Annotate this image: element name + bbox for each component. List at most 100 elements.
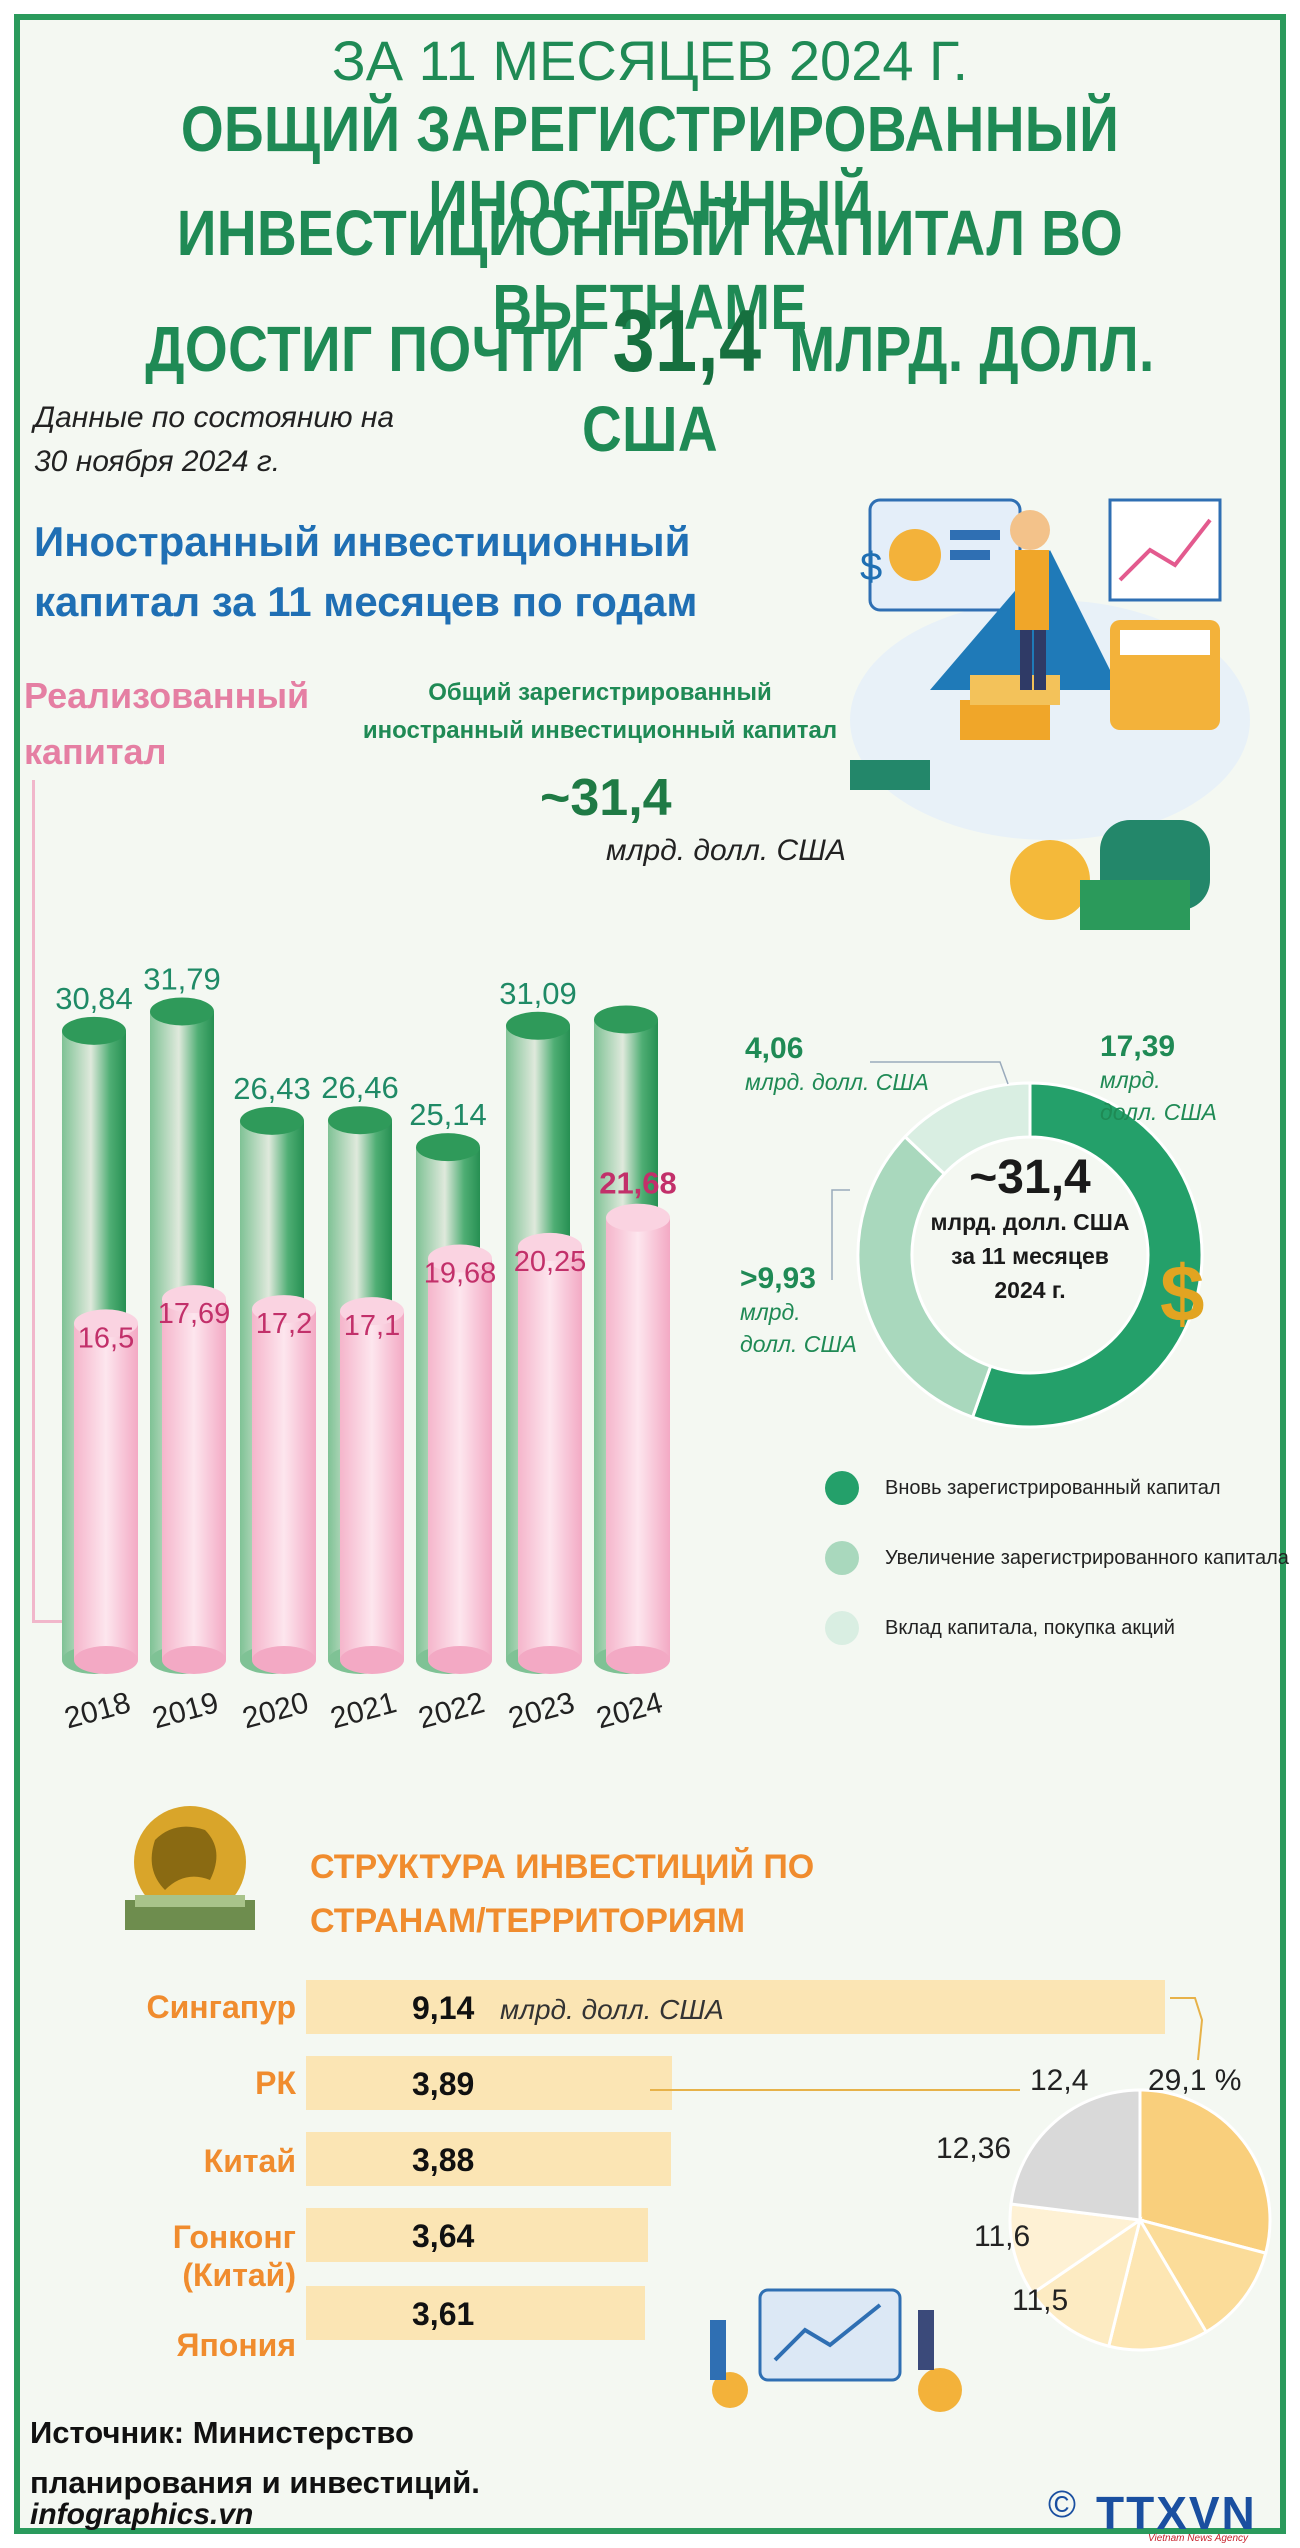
legend-item-new: Вновь зарегистрированный капитал bbox=[825, 1470, 1289, 1506]
donut-center: ~31,4 млрд. долл. США за 11 месяцев 2024… bbox=[905, 1150, 1155, 1307]
country-hongkong-line2: (Китай) bbox=[182, 2257, 296, 2293]
country-value-0: 9,14 bbox=[412, 1990, 475, 2026]
country-value-1: 3,89 bbox=[412, 2066, 475, 2102]
country-bar-3 bbox=[306, 2208, 649, 2262]
capital-structure-donut bbox=[856, 1081, 1204, 1429]
donut-slice-2 bbox=[902, 1081, 1032, 1177]
donut-center-unit: млрд. долл. США bbox=[930, 1209, 1130, 1235]
bar-realized-2021 bbox=[340, 1297, 404, 1674]
dollar-icon: $ bbox=[1160, 1249, 1205, 1338]
legend-label-new: Вновь зарегистрированный капитал bbox=[885, 1476, 1221, 1499]
header-title-line1: ОБЩИЙ ЗАРЕГИСТРИРОВАННЫЙ ИНОСТРАННЫЙ bbox=[180, 93, 1120, 239]
legend-dot-new bbox=[825, 1471, 859, 1505]
donut-legend: Вновь зарегистрированный капитал Увеличе… bbox=[825, 1470, 1289, 1646]
donut-unit-new-line1: млрд. bbox=[1100, 1067, 1161, 1093]
source-line1: Источник: Министерство bbox=[30, 2415, 414, 2450]
pie-label-12-4: 12,4 bbox=[1030, 2064, 1089, 2097]
legend-item-increase: Увеличение зарегистрированного капитала bbox=[825, 1540, 1289, 1576]
section1-title-line2: капитал за 11 месяцев по годам bbox=[34, 578, 698, 625]
header-title-line3-c: МЛРД. ДОЛЛ. США bbox=[581, 313, 1155, 465]
section2-title-line2: СТРАНАМ/ТЕРРИТОРИЯМ bbox=[310, 1902, 746, 1940]
pie-slice-3 bbox=[1030, 2216, 1143, 2349]
donut-leader-lines bbox=[831, 1061, 1009, 1280]
donut-slice-1 bbox=[856, 1134, 993, 1420]
donut-unit-new-line2: долл. США bbox=[1100, 1099, 1217, 1125]
donut-label-4-06: 4,06 млрд. долл. США bbox=[745, 1032, 929, 1098]
donut-center-period-line1: за 11 месяцев bbox=[951, 1243, 1109, 1269]
svg-text:$: $ bbox=[860, 545, 882, 589]
year-2020: 2020 bbox=[239, 1686, 312, 1735]
header-title-line3: ДОСТИГ ПОЧТИ 31,4 МЛРД. ДОЛЛ. США bbox=[91, 290, 1209, 466]
country-bar-1 bbox=[306, 2056, 672, 2110]
section1-title-line1: Иностранный инвестиционный bbox=[34, 518, 691, 565]
bar-realized-2023 bbox=[518, 1232, 582, 1674]
country-china: Китай bbox=[203, 2143, 296, 2179]
label-total-2018: 30,84 bbox=[55, 981, 133, 1016]
label-total-2020: 26,43 bbox=[233, 1071, 311, 1106]
total-2024-value: ~31,4 bbox=[540, 769, 672, 827]
total-capital-label: Общий зарегистрированный иностранный инв… bbox=[315, 674, 885, 750]
realized-label-line1: Реализованный bbox=[24, 675, 310, 716]
realized-bracket-line bbox=[32, 780, 35, 1620]
data-date-note: Данные по состоянию на 30 ноября 2024 г. bbox=[34, 396, 394, 484]
realized-capital-label: Реализованный капитал bbox=[24, 668, 309, 780]
bar-realized-2022 bbox=[428, 1244, 492, 1674]
country-value-4: 3,61 bbox=[412, 2296, 475, 2332]
pie-label-11-6: 11,6 bbox=[974, 2220, 1031, 2253]
total-label-line2: иностранный инвестиционный капитал bbox=[362, 717, 838, 744]
pie-label-11-5: 11,5 bbox=[1012, 2284, 1069, 2317]
country-singapore: Сингапур bbox=[146, 1989, 296, 2025]
pie-slice-0 bbox=[1138, 2088, 1272, 2255]
bar-realized-2019 bbox=[162, 1285, 226, 1674]
label-realized-2020: 17,2 bbox=[256, 1308, 312, 1340]
header-title-line2: ИНВЕСТИЦИОННЫЙ КАПИТАЛ ВО ВЬЕТНАМЕ bbox=[176, 197, 1124, 343]
bar-realized-2024 bbox=[606, 1203, 670, 1674]
header-title-line3-a: ДОСТИГ ПОЧТИ bbox=[145, 313, 585, 385]
country-hongkong: Гонконг (Китай) bbox=[36, 2218, 296, 2294]
country-hongkong-line1: Гонконг bbox=[172, 2219, 296, 2255]
legend-item-contribution: Вклад капитала, покупка акций bbox=[825, 1610, 1289, 1646]
investment-illustration: $ bbox=[850, 498, 1250, 930]
label-realized-2021: 17,1 bbox=[344, 1310, 400, 1342]
donut-value-contribution: 4,06 bbox=[745, 1032, 804, 1065]
section2-title-line1: СТРУКТУРА ИНВЕСТИЦИЙ ПО bbox=[310, 1848, 815, 1886]
legend-label-increase: Увеличение зарегистрированного капитала bbox=[885, 1546, 1289, 1569]
section1-title: Иностранный инвестиционный капитал за 11… bbox=[34, 512, 698, 632]
donut-value-increase: >9,93 bbox=[740, 1262, 816, 1295]
globe-money-icon bbox=[125, 1806, 255, 1930]
legend-dot-contribution bbox=[825, 1611, 859, 1645]
legend-label-contribution: Вклад капитала, покупка акций bbox=[885, 1616, 1175, 1639]
country-korea: РК bbox=[255, 2065, 296, 2101]
finance-illustration bbox=[710, 2288, 962, 2412]
pie-label-29-1: 29,1 % bbox=[1148, 2064, 1242, 2097]
pie-slice-5 bbox=[1009, 2088, 1142, 2222]
header-subtitle: ЗА 11 МЕСЯЦЕВ 2024 Г. bbox=[331, 29, 969, 92]
label-total-2021: 26,46 bbox=[321, 1070, 399, 1105]
country-value-3: 3,64 bbox=[412, 2218, 475, 2254]
copyright-icon: © bbox=[1048, 2484, 1076, 2526]
pie-slice-4 bbox=[1008, 2202, 1145, 2296]
donut-slice-0 bbox=[970, 1081, 1204, 1429]
ttxvn-logo: TTXVN bbox=[1096, 2487, 1257, 2539]
label-realized-2023: 20,25 bbox=[514, 1246, 587, 1278]
label-total-2019: 31,79 bbox=[143, 961, 221, 996]
country-bar-0 bbox=[306, 1980, 1166, 2034]
pie-slice-1 bbox=[1136, 2217, 1268, 2334]
realized-bracket-foot bbox=[32, 1620, 78, 1623]
donut-value-new: 17,39 bbox=[1100, 1030, 1176, 1063]
donut-unit-increase-line2: долл. США bbox=[740, 1331, 857, 1357]
donut-unit-increase-line1: млрд. bbox=[740, 1299, 801, 1325]
country-japan: Япония bbox=[176, 2327, 296, 2363]
legend-dot-increase bbox=[825, 1541, 859, 1575]
year-2021: 2021 bbox=[327, 1686, 400, 1735]
footer-website: infographics.vn bbox=[30, 2498, 254, 2531]
year-2018: 2018 bbox=[61, 1686, 134, 1735]
donut-center-value: ~31,4 bbox=[969, 1151, 1091, 1204]
donut-label-9-93: >9,93 млрд. долл. США bbox=[740, 1262, 857, 1360]
label-realized-2018: 16,5 bbox=[78, 1322, 134, 1354]
year-2023: 2023 bbox=[505, 1686, 578, 1735]
label-realized-2024: 21,68 bbox=[599, 1166, 677, 1201]
note-line1: Данные по состоянию на bbox=[34, 401, 395, 434]
year-2022: 2022 bbox=[415, 1686, 488, 1735]
donut-center-period-line2: 2024 г. bbox=[994, 1277, 1066, 1303]
